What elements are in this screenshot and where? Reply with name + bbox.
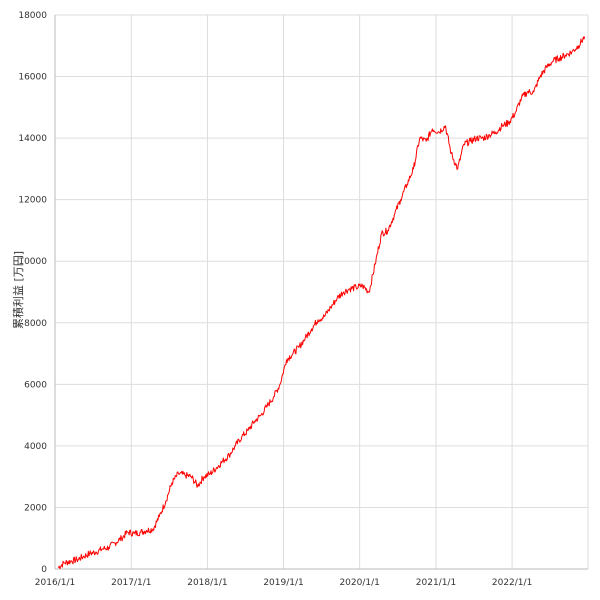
x-tick-label: 2021/1/1	[416, 578, 456, 588]
axes	[54, 15, 588, 570]
x-tick-label: 2018/1/1	[187, 578, 227, 588]
y-tick-label: 8000	[24, 319, 47, 329]
y-tick-label: 18000	[18, 11, 47, 21]
y-tick-label: 16000	[18, 73, 47, 83]
y-tick-labels: 0 2000 4000 6000 8000 10000 12000 14000 16000 180…	[18, 11, 47, 575]
y-axis-title: 累積利益 [万円]	[11, 251, 25, 329]
y-tick-label: 4000	[24, 442, 47, 452]
grid-lines	[54, 14, 589, 570]
x-tick-label: 2020/1/1	[339, 578, 379, 588]
y-tick-label: 2000	[24, 503, 47, 513]
x-tick-labels: 2016/1/1 2017/1/1 2018/1/1 2019/1/1 2020/1/1…	[35, 578, 533, 588]
x-tick-label: 2016/1/1	[35, 578, 75, 588]
y-tick-label: 14000	[18, 134, 47, 144]
series	[57, 36, 586, 570]
x-tick-label: 2022/1/1	[492, 578, 532, 588]
series-line	[57, 36, 586, 570]
y-tick-label: 0	[41, 565, 47, 575]
y-tick-label: 10000	[18, 257, 47, 267]
y-tick-label: 12000	[18, 196, 47, 206]
y-tick-label: 6000	[24, 380, 47, 390]
x-tick-label: 2017/1/1	[111, 578, 151, 588]
x-tick-label: 2019/1/1	[263, 578, 303, 588]
